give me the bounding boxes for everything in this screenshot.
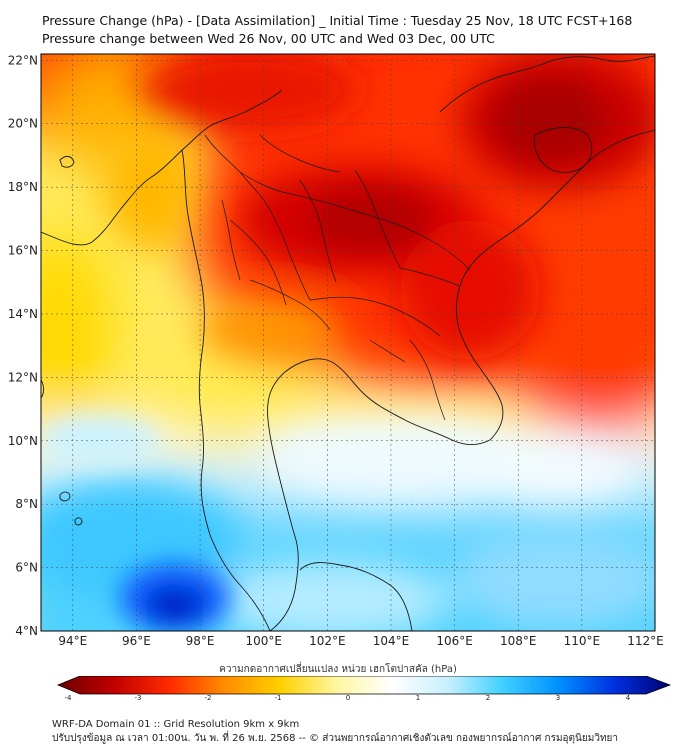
colorbar-tick-label: 3 [556,694,560,702]
footer-line-2: ปรับปรุงข้อมูล ณ เวลา 01:00น. วัน พ. ที่… [52,733,619,744]
lat-tick-label: 6°N [15,561,38,575]
colorbar-gradient [56,676,672,695]
colorbar-tick-label: 1 [416,694,420,702]
footer-line-1: WRF-DA Domain 01 :: Grid Resolution 9km … [52,719,300,730]
pressure-field [41,54,655,631]
lat-tick-label: 18°N [8,180,38,194]
lon-tick-label: 100°E [245,634,282,648]
lat-tick-label: 14°N [8,307,38,321]
footer: WRF-DA Domain 01 :: Grid Resolution 9km … [52,718,618,746]
chart-title: Pressure Change (hPa) - [Data Assimilati… [42,12,632,48]
lon-tick-label: 106°E [436,634,473,648]
lat-tick-label: 12°N [8,370,38,384]
colorbar-tick-label: 0 [346,694,350,702]
title-line-1: Pressure Change (hPa) - [Data Assimilati… [42,13,633,28]
lat-tick-label: 22°N [8,53,38,67]
graticule [41,54,655,631]
lon-tick-label: 98°E [186,634,215,648]
colorbar-tick-label: 4 [626,694,631,702]
map-frame [40,53,656,632]
admin-borders [204,134,471,421]
map-area: 22°N 20°N 18°N 16°N 14°N 12°N 10°N 8°N 6°N 4°N 94… [8,53,664,648]
colorbar-tick-label: -2 [205,694,212,702]
title-line-2: Pressure change between Wed 26 Nov, 00 U… [42,31,495,46]
colorbar-title: ความกดอากาศเปลี่ยนแปลง หน่วย เฮกโตปาสคัล… [219,664,457,675]
colorbar-tick-label: 2 [486,694,490,702]
lon-tick-label: 108°E [500,634,537,648]
lon-tick-label: 112°E [627,634,664,648]
lat-tick-label: 8°N [15,497,38,511]
colorbar-tick-label: -3 [135,694,142,702]
colorbar: -4 -3 -2 -1 0 1 2 3 4 [56,676,672,702]
lat-tick-label: 20°N [8,117,38,131]
latitude-labels: 22°N 20°N 18°N 16°N 14°N 12°N 10°N 8°N 6°N 4°N [8,53,38,638]
colorbar-tick-label: -4 [65,694,73,702]
lat-tick-label: 10°N [8,434,38,448]
lat-tick-label: 4°N [15,624,38,638]
longitude-labels: 94°E 96°E 98°E 100°E 102°E 104°E 106°E 108°E 110… [58,634,663,648]
lon-tick-label: 102°E [309,634,346,648]
map-svg: 22°N 20°N 18°N 16°N 14°N 12°N 10°N 8°N 6°N 4°N 94… [8,53,664,648]
lon-tick-label: 96°E [122,634,151,648]
lon-tick-label: 110°E [564,634,601,648]
lon-tick-label: 104°E [373,634,410,648]
colorbar-ticks: -4 -3 -2 -1 0 1 2 3 4 [65,694,631,702]
colorbar-tick-label: -1 [275,694,282,702]
lon-tick-label: 94°E [58,634,87,648]
lat-tick-label: 16°N [8,244,38,258]
